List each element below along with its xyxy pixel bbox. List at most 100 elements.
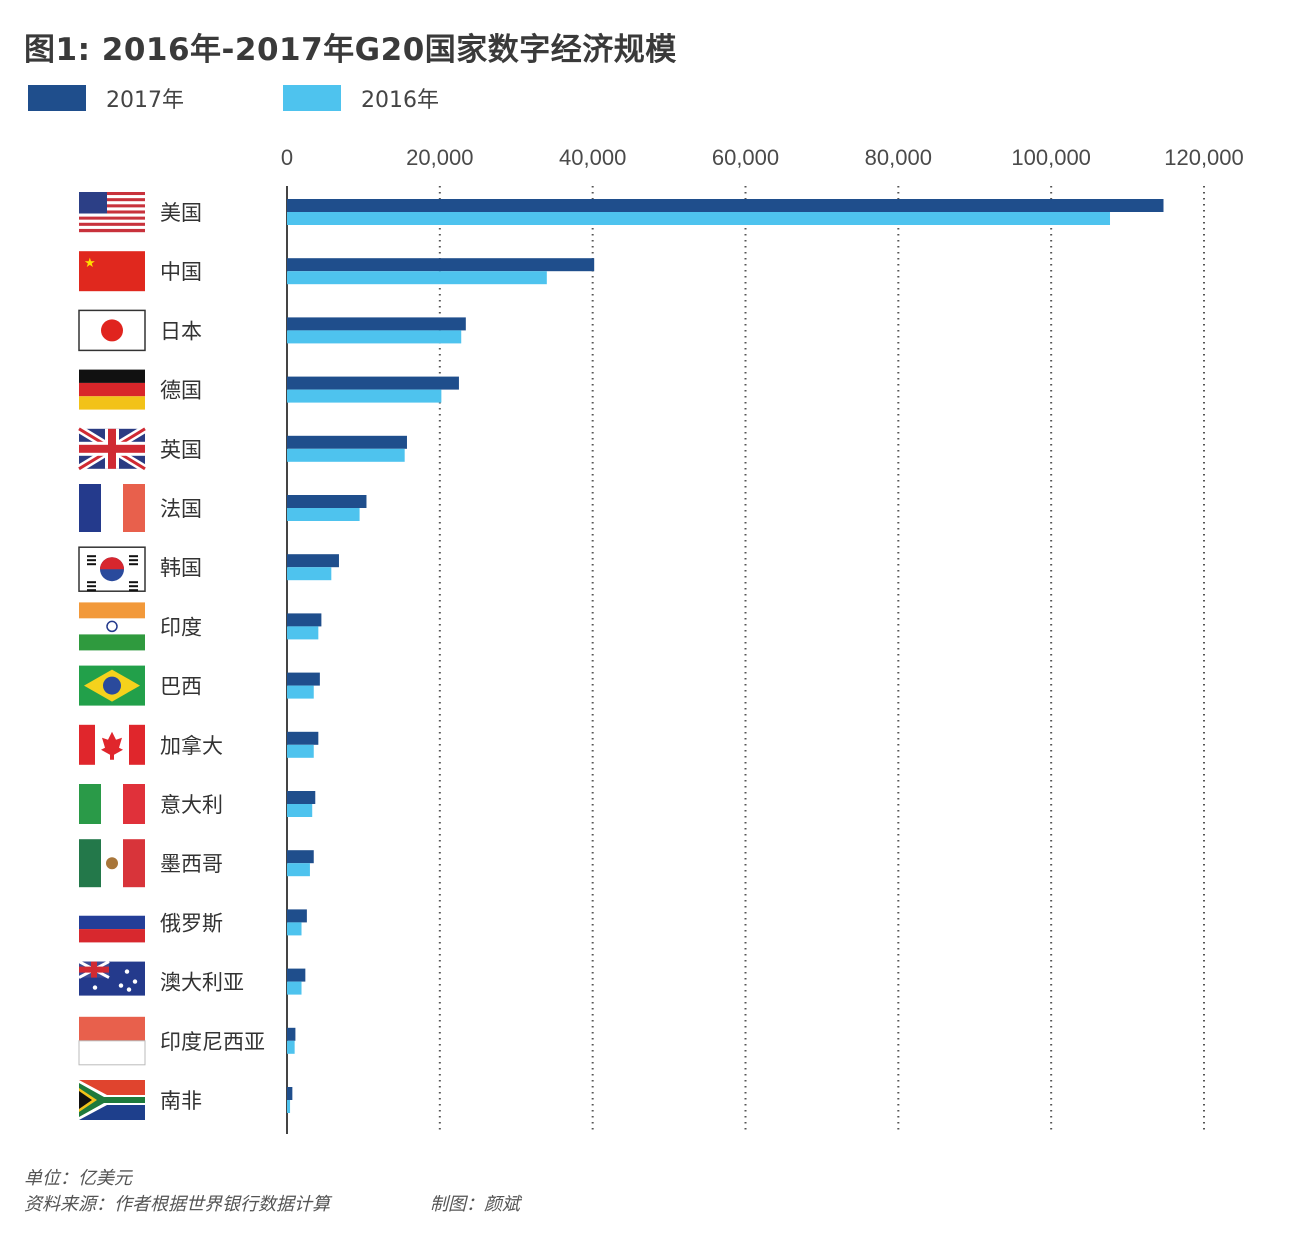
flag-part xyxy=(79,602,145,619)
germany-flag-icon xyxy=(79,369,145,410)
bar-2017 xyxy=(287,435,407,449)
flag-part xyxy=(79,915,145,930)
bar-2017 xyxy=(287,909,307,923)
legend-label-2016: 2016年 xyxy=(361,88,439,113)
flag-star: ★ xyxy=(84,256,96,271)
x-tick-label: 120,000 xyxy=(1164,145,1244,170)
flag-part xyxy=(79,484,101,532)
flag-part xyxy=(87,559,96,562)
flag-part xyxy=(79,251,145,292)
bar-2017 xyxy=(287,554,339,568)
indonesia-flag-icon xyxy=(78,1016,146,1066)
south-africa-flag-icon xyxy=(79,1080,145,1120)
flag-part xyxy=(87,585,96,588)
bar-2017 xyxy=(287,376,459,390)
category-label: 中国 xyxy=(160,260,202,284)
flag-part xyxy=(106,857,118,870)
bar-2016 xyxy=(287,981,302,995)
bar-2017 xyxy=(287,1087,293,1100)
flag-star xyxy=(132,979,138,984)
flag-part xyxy=(87,563,96,566)
flag-part xyxy=(79,618,145,635)
japan-flag-icon xyxy=(78,309,146,352)
bar-2017 xyxy=(287,968,306,982)
bar-2017 xyxy=(287,1027,296,1041)
korea-flag-icon xyxy=(78,546,146,592)
unit-note: 单位：亿美元 xyxy=(24,1168,132,1189)
flag-part xyxy=(79,396,145,410)
category-label: 加拿大 xyxy=(160,734,223,758)
legend-swatch-2016 xyxy=(283,85,341,111)
legend-item-2016: 2016年 xyxy=(283,84,439,113)
flag-part xyxy=(123,784,145,824)
flag-part xyxy=(129,589,138,592)
flag-part xyxy=(79,204,145,208)
bar-2017 xyxy=(287,850,314,864)
legend-swatch-2017 xyxy=(28,85,86,111)
flag-part xyxy=(79,195,145,199)
bar-2017 xyxy=(287,199,1164,212)
flag-part xyxy=(79,210,145,214)
bar-2017 xyxy=(287,317,466,331)
flag-part xyxy=(79,192,145,196)
x-tick-label: 100,000 xyxy=(1011,145,1091,170)
india-flag-icon xyxy=(79,602,145,651)
category-label: 韩国 xyxy=(160,556,202,580)
x-tick-label: 0 xyxy=(281,145,293,170)
bar-2016 xyxy=(287,567,332,581)
bar-2016 xyxy=(287,1040,295,1054)
flag-part xyxy=(123,839,145,888)
flag-part xyxy=(79,966,109,973)
flag-star xyxy=(118,983,124,988)
flag-part xyxy=(79,192,107,214)
flag-part xyxy=(79,444,145,453)
flag-part xyxy=(79,201,145,205)
flag-part xyxy=(87,581,96,584)
bar-2017 xyxy=(287,613,322,627)
bar-2017 xyxy=(287,495,367,508)
flag-part xyxy=(78,1040,146,1066)
flag-part xyxy=(79,784,101,824)
flag-part xyxy=(79,216,145,220)
flag-part xyxy=(129,555,138,558)
bar-2016 xyxy=(287,212,1111,225)
bar-2017 xyxy=(287,791,316,804)
flag-part xyxy=(79,207,145,211)
flag-part xyxy=(129,563,138,566)
source-note: 资料来源：作者根据世界银行数据计算 xyxy=(24,1194,330,1215)
bar-2016 xyxy=(287,389,442,403)
flag-part xyxy=(79,724,95,765)
category-label: 澳大利亚 xyxy=(160,971,244,995)
flag-part xyxy=(100,557,124,570)
flag-part xyxy=(87,555,96,558)
bar-2016 xyxy=(287,1100,291,1113)
brazil-flag-icon xyxy=(79,665,145,706)
category-label: 日本 xyxy=(160,319,202,343)
australia-flag-icon xyxy=(78,960,145,996)
category-label: 南非 xyxy=(160,1089,202,1113)
bar-chart: 0 20,000 40,000 60,000 80,000 100,000 120,000 美… xyxy=(76,145,1244,1134)
x-tick-label: 60,000 xyxy=(712,145,779,170)
x-tick-label: 80,000 xyxy=(865,145,932,170)
x-tick-label: 40,000 xyxy=(559,145,626,170)
category-label: 德国 xyxy=(160,379,202,403)
flag-part xyxy=(129,585,138,588)
bar-2016 xyxy=(287,685,314,699)
flag-part xyxy=(101,731,123,760)
flag-part xyxy=(79,1016,145,1041)
flag-part xyxy=(106,620,118,633)
flag-part xyxy=(87,589,96,592)
flag-part xyxy=(129,559,138,562)
flag-part xyxy=(101,484,123,532)
bar-2017 xyxy=(287,258,595,272)
bar-2016 xyxy=(287,804,313,817)
flag-part xyxy=(79,382,145,397)
category-label: 巴西 xyxy=(160,675,202,699)
bar-2017 xyxy=(287,731,319,745)
flag-star xyxy=(126,987,132,992)
category-label: 美国 xyxy=(160,201,202,225)
china-flag-icon: ★ xyxy=(79,251,145,292)
flag-part xyxy=(79,929,145,943)
flag-part xyxy=(103,676,121,695)
bar-2016 xyxy=(287,626,319,640)
